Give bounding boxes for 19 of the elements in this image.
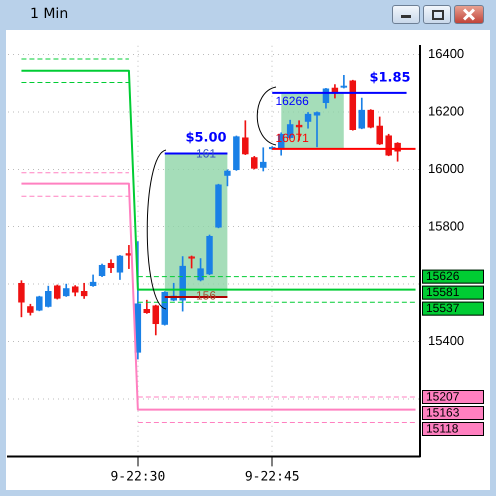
y-tick-label: 16400 — [428, 46, 464, 61]
annotation: $1.85 — [369, 70, 411, 86]
chart-title: 1 Min — [30, 6, 68, 22]
y-tick-label: 16000 — [428, 160, 464, 176]
candlestick — [314, 112, 320, 148]
data-label: 15626 — [426, 268, 460, 283]
x-tick-label: 9-22:45 — [244, 470, 300, 485]
y-tick-label: 15800 — [428, 218, 464, 234]
annotation: 161 — [196, 146, 216, 160]
data-label: 15118 — [426, 421, 459, 436]
data-label: 16266 — [275, 94, 310, 108]
annotation: $5.00 — [185, 130, 227, 146]
y-tick-label: 16200 — [428, 103, 464, 118]
y-tick-label: 15400 — [428, 333, 464, 348]
x-tick-label: 9-22:30 — [110, 470, 166, 485]
data-label: 15207 — [426, 389, 460, 404]
data-label: 15163 — [426, 405, 460, 420]
data-label: 15537 — [426, 300, 460, 315]
data-label: 15581 — [426, 284, 460, 299]
